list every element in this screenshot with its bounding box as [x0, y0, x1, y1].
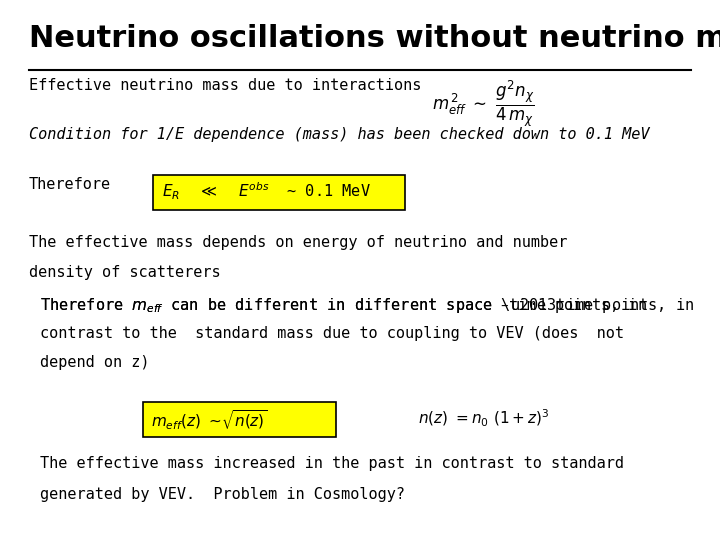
FancyBboxPatch shape	[143, 402, 336, 437]
Text: $n(z)\ = n_0\ (1 + z)^3$: $n(z)\ = n_0\ (1 + z)^3$	[418, 408, 549, 429]
Text: depend on z): depend on z)	[40, 355, 149, 370]
Text: Effective neutrino mass due to interactions: Effective neutrino mass due to interacti…	[29, 78, 421, 93]
Text: contrast to the  standard mass due to coupling to VEV (does  not: contrast to the standard mass due to cou…	[40, 326, 624, 341]
Text: density of scatterers: density of scatterers	[29, 265, 220, 280]
Text: The effective mass increased in the past in contrast to standard: The effective mass increased in the past…	[40, 456, 624, 471]
Text: $E_R$  $\ll$  $E^{obs}$  ~ 0.1 MeV: $E_R$ $\ll$ $E^{obs}$ ~ 0.1 MeV	[162, 180, 371, 202]
FancyBboxPatch shape	[153, 175, 405, 210]
Text: Neutrino oscillations without neutrino mass: Neutrino oscillations without neutrino m…	[29, 24, 720, 53]
Text: $m_{eff}(z)\ \sim\!\sqrt{n(z)}$: $m_{eff}(z)\ \sim\!\sqrt{n(z)}$	[151, 408, 268, 431]
Text: The effective mass depends on energy of neutrino and number: The effective mass depends on energy of …	[29, 235, 567, 250]
Text: $m_{eff}^{\,2}\ \sim\ \dfrac{g^2 n_\chi}{4\,m_\chi}$: $m_{eff}^{\,2}\ \sim\ \dfrac{g^2 n_\chi}…	[432, 78, 534, 129]
Text: generated by VEV.  Problem in Cosmology?: generated by VEV. Problem in Cosmology?	[40, 487, 405, 502]
Text: Therefore $m_{eff}$ can be different in different space –time points, in: Therefore $m_{eff}$ can be different in …	[40, 296, 647, 315]
Text: Therefore: Therefore	[29, 177, 111, 192]
Text: Therefore $m_{eff}$ can be different in different space \u2013time points, in: Therefore $m_{eff}$ can be different in …	[40, 296, 694, 315]
Text: Condition for 1/E dependence (mass) has been checked down to 0.1 MeV: Condition for 1/E dependence (mass) has …	[29, 127, 649, 142]
Text: Therefore $m_{eff}$ can be different in different space \textendash time points,: Therefore $m_{eff}$ can be different in …	[0, 539, 1, 540]
